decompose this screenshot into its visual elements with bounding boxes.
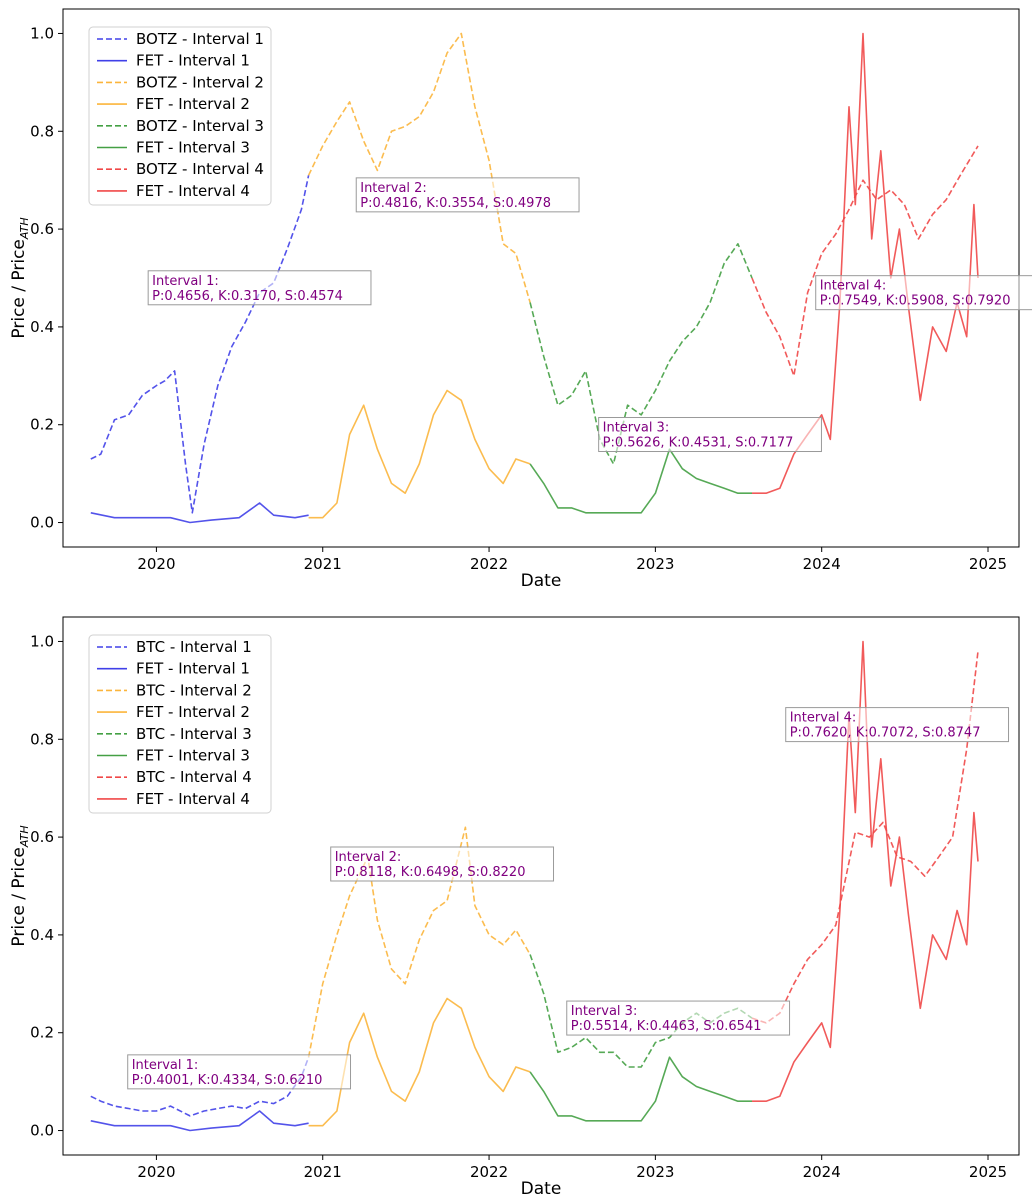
legend-label: FET - Interval 2 <box>136 703 250 721</box>
legend-label: FET - Interval 2 <box>136 95 250 113</box>
series-line-btc-interval-4 <box>751 651 979 1024</box>
y-tick-label: 0.4 <box>30 926 54 944</box>
x-tick-label: 2021 <box>304 555 342 573</box>
series-line-botz-interval-2 <box>307 32 531 303</box>
y-tick-label: 0.6 <box>30 220 54 238</box>
annotation-interval-4: Interval 4:P:0.7549, K:0.5908, S:0.7920 <box>815 275 1032 311</box>
series-line-fet-interval-1 <box>90 1110 309 1132</box>
y-tick-label: 1.0 <box>30 24 54 42</box>
annotation-box <box>598 417 822 453</box>
series-line-fet-interval-3 <box>529 1056 752 1122</box>
chart-panel-2: 2020 2021 2022 2023 2024 2025 0.0 0.2 0.4 0.6 0.8 1… <box>9 616 1020 1199</box>
annotation-stats: P:0.5626, K:0.4531, S:0.7177 <box>603 436 794 451</box>
y-tick-label: 1.0 <box>30 632 54 650</box>
legend-label: BOTZ - Interval 4 <box>136 160 264 178</box>
x-tick-label: 2025 <box>969 555 1007 573</box>
series-line-btc-interval-3 <box>529 954 753 1068</box>
annotation-box <box>566 1000 791 1036</box>
annotation-stats: P:0.7620, K:0.7072, S:0.8747 <box>790 726 981 741</box>
annotation-interval-1: Interval 1:P:0.4001, K:0.4334, S:0.6210 <box>127 1054 352 1090</box>
annotation-title: Interval 4: <box>790 711 857 726</box>
series-line-fet-interval-3 <box>529 448 752 514</box>
annotation-interval-1: Interval 1:P:0.4656, K:0.3170, S:0.4574 <box>147 270 372 306</box>
series-line-btc-interval-1 <box>90 1056 310 1117</box>
legend-label: BOTZ - Interval 1 <box>136 30 264 48</box>
legend-label: BTC - Interval 2 <box>136 681 252 699</box>
legend-label: BTC - Interval 1 <box>136 638 252 656</box>
legend-label: FET - Interval 3 <box>136 139 250 157</box>
y-tick-label: 0.0 <box>30 514 54 532</box>
legend: BOTZ - Interval 1 FET - Interval 1 BOTZ - … <box>88 26 272 206</box>
legend-label: BOTZ - Interval 3 <box>136 117 264 135</box>
x-tick-label: 2020 <box>137 555 175 573</box>
x-tick-label: 2023 <box>636 555 674 573</box>
legend-label: FET - Interval 3 <box>136 747 250 765</box>
annotation-stats: P:0.4656, K:0.3170, S:0.4574 <box>152 289 343 304</box>
series-line-fet-interval-2 <box>308 389 531 519</box>
x-tick-label: 2021 <box>304 1163 342 1181</box>
x-tick-label: 2024 <box>803 555 841 573</box>
x-axis-label: Date <box>521 1179 562 1199</box>
x-axis-label: Date <box>521 571 562 591</box>
series-line-botz-interval-3 <box>529 243 753 465</box>
legend-label: FET - Interval 4 <box>136 790 250 808</box>
annotation-box <box>330 846 555 882</box>
annotation-interval-3: Interval 3:P:0.5626, K:0.4531, S:0.7177 <box>598 417 822 453</box>
annotation-box <box>815 275 1032 311</box>
annotation-stats: P:0.8118, K:0.6498, S:0.8220 <box>335 865 526 880</box>
annotation-interval-2: Interval 2:P:0.8118, K:0.6498, S:0.8220 <box>330 846 555 882</box>
annotation-title: Interval 1: <box>152 274 219 289</box>
y-tick-label: 0.6 <box>30 828 54 846</box>
series-line-fet-interval-4 <box>752 640 979 1102</box>
series-line-botz-interval-4 <box>751 145 979 377</box>
legend-box <box>88 26 272 206</box>
y-tick-label: 0.2 <box>30 416 54 434</box>
series-line-btc-interval-2 <box>307 826 531 1058</box>
legend-label: BOTZ - Interval 2 <box>136 73 264 91</box>
x-tick-label: 2024 <box>803 1163 841 1181</box>
annotation-stats: P:0.7549, K:0.5908, S:0.7920 <box>820 294 1011 309</box>
legend-label: FET - Interval 1 <box>136 660 250 678</box>
y-tick-label: 0.4 <box>30 318 54 336</box>
annotation-title: Interval 4: <box>820 279 887 294</box>
series-line-botz-interval-1 <box>90 175 310 514</box>
legend-label: FET - Interval 1 <box>136 52 250 70</box>
y-tick-label: 0.8 <box>30 730 54 748</box>
y-tick-label: 0.8 <box>30 122 54 140</box>
x-tick-label: 2023 <box>636 1163 674 1181</box>
legend-label: BTC - Interval 4 <box>136 768 252 786</box>
x-tick-label: 2022 <box>470 555 508 573</box>
annotation-stats: P:0.4001, K:0.4334, S:0.6210 <box>132 1073 323 1088</box>
annotation-title: Interval 1: <box>132 1058 199 1073</box>
annotation-box <box>147 270 372 306</box>
chart-panel-1: 2020 2021 2022 2023 2024 2025 0.0 0.2 0.4 0.6 0.8 1… <box>9 8 1032 591</box>
annotation-title: Interval 3: <box>603 421 670 436</box>
annotation-box <box>127 1054 352 1090</box>
y-tick-label: 0.0 <box>30 1122 54 1140</box>
legend: BTC - Interval 1 FET - Interval 1 BTC - In… <box>88 634 272 814</box>
annotation-box <box>355 177 580 213</box>
annotation-interval-3: Interval 3:P:0.5514, K:0.4463, S:0.6541 <box>566 1000 791 1036</box>
annotation-interval-2: Interval 2:P:0.4816, K:0.3554, S:0.4978 <box>355 177 580 213</box>
x-tick-label: 2020 <box>137 1163 175 1181</box>
annotation-title: Interval 2: <box>335 850 402 865</box>
annotation-interval-4: Interval 4:P:0.7620, K:0.7072, S:0.8747 <box>785 707 1010 743</box>
y-axis-label: Price / PriceATH <box>9 825 31 946</box>
annotation-title: Interval 2: <box>360 181 427 196</box>
axes-frame <box>62 616 1020 1156</box>
annotation-title: Interval 3: <box>571 1004 638 1019</box>
legend-label: BTC - Interval 3 <box>136 725 252 743</box>
series-line-fet-interval-1 <box>90 502 309 524</box>
annotation-box <box>785 707 1010 743</box>
x-tick-label: 2025 <box>969 1163 1007 1181</box>
annotation-stats: P:0.4816, K:0.3554, S:0.4978 <box>360 196 551 211</box>
y-axis-label: Price / PriceATH <box>9 217 31 338</box>
legend-box <box>88 634 272 814</box>
legend-label: FET - Interval 4 <box>136 182 250 200</box>
x-tick-label: 2022 <box>470 1163 508 1181</box>
annotation-stats: P:0.5514, K:0.4463, S:0.6541 <box>571 1019 762 1034</box>
y-tick-label: 0.2 <box>30 1024 54 1042</box>
